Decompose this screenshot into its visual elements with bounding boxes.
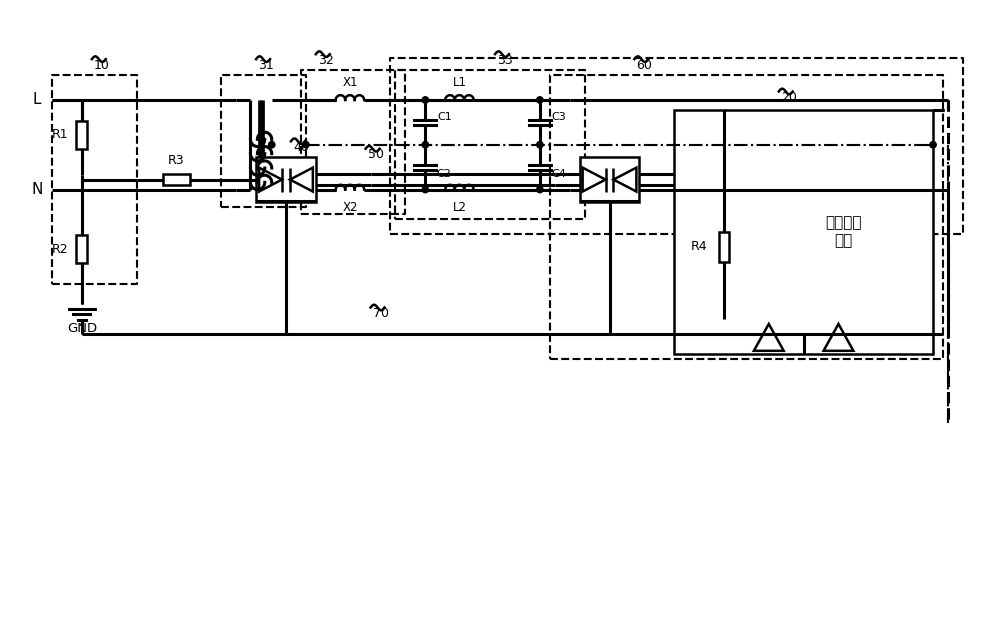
Bar	[256, 157, 316, 202]
Text: 60: 60	[636, 59, 652, 72]
Text: GND: GND	[67, 322, 97, 335]
Text: X2: X2	[342, 201, 358, 214]
Text: 10: 10	[94, 59, 110, 72]
Text: L1: L1	[452, 76, 466, 89]
Bar	[163, 174, 190, 185]
Circle shape	[422, 142, 429, 148]
Text: 数据采集
系统: 数据采集 系统	[825, 215, 862, 248]
Text: R1: R1	[52, 128, 68, 141]
Text: 32: 32	[318, 54, 334, 67]
Text: L: L	[33, 92, 41, 108]
Text: C3: C3	[551, 113, 566, 123]
Bar	[674, 110, 933, 354]
Text: 20: 20	[781, 92, 797, 105]
Text: C2: C2	[437, 169, 452, 179]
Text: 70: 70	[373, 308, 389, 321]
Circle shape	[537, 97, 543, 103]
Circle shape	[303, 142, 309, 148]
Text: L2: L2	[452, 201, 466, 214]
Circle shape	[930, 142, 936, 148]
Text: C4: C4	[551, 169, 566, 179]
Text: 31: 31	[258, 59, 274, 72]
Text: R3: R3	[168, 154, 185, 167]
Text: R4: R4	[691, 240, 707, 253]
Bar	[719, 232, 729, 262]
Circle shape	[269, 142, 275, 148]
Circle shape	[537, 142, 543, 148]
Circle shape	[537, 186, 543, 193]
Bar	[580, 157, 639, 202]
Text: C1: C1	[437, 113, 452, 123]
Text: R2: R2	[52, 243, 68, 256]
Text: 40: 40	[293, 141, 309, 154]
Text: N: N	[31, 182, 43, 197]
Text: 50: 50	[368, 148, 384, 161]
Circle shape	[422, 186, 429, 193]
Bar	[76, 121, 87, 149]
Bar	[76, 235, 87, 263]
Circle shape	[422, 97, 429, 103]
Text: X1: X1	[342, 76, 358, 89]
Text: 33: 33	[497, 54, 513, 67]
